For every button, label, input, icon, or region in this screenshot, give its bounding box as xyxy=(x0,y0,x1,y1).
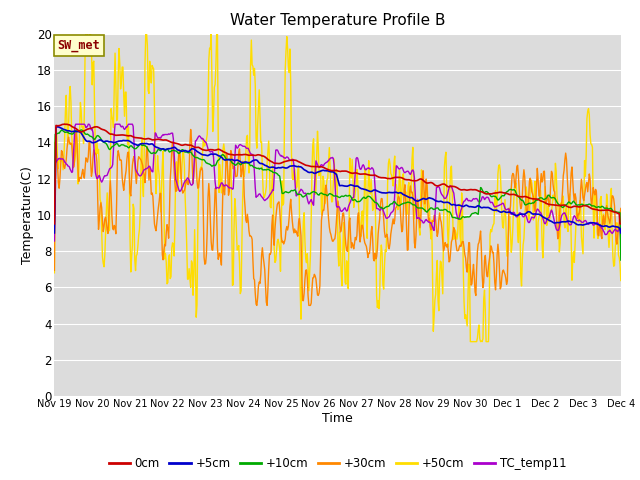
TC_temp11 xyxy=(61,159,68,165)
+50cm xyxy=(177,176,185,182)
+10cm xyxy=(77,127,85,133)
0cm xyxy=(51,221,58,227)
TC_temp11 xyxy=(51,238,58,244)
Line: +10cm: +10cm xyxy=(54,130,621,260)
+30cm xyxy=(61,166,68,171)
+50cm xyxy=(51,270,58,276)
+30cm xyxy=(425,218,433,224)
TC_temp11 xyxy=(72,121,79,127)
+10cm xyxy=(61,129,68,135)
+5cm xyxy=(177,148,185,154)
+10cm xyxy=(617,257,625,263)
+30cm xyxy=(119,182,127,188)
+30cm xyxy=(187,127,195,132)
Line: TC_temp11: TC_temp11 xyxy=(54,124,621,242)
+10cm xyxy=(207,163,215,168)
Y-axis label: Temperature(C): Temperature(C) xyxy=(21,166,34,264)
+5cm xyxy=(61,127,69,133)
TC_temp11 xyxy=(408,170,415,176)
+5cm xyxy=(617,230,625,236)
+50cm xyxy=(61,134,68,140)
Legend: 0cm, +5cm, +10cm, +30cm, +50cm, TC_temp11: 0cm, +5cm, +10cm, +30cm, +50cm, TC_temp1… xyxy=(104,453,571,475)
+50cm xyxy=(408,180,415,186)
+10cm xyxy=(408,201,415,206)
+50cm xyxy=(467,339,474,345)
Line: +30cm: +30cm xyxy=(54,130,621,305)
+10cm xyxy=(51,218,58,224)
0cm xyxy=(177,142,185,148)
Line: +5cm: +5cm xyxy=(54,127,621,233)
+5cm xyxy=(54,124,61,130)
+50cm xyxy=(120,92,127,97)
+30cm xyxy=(408,189,416,195)
+50cm xyxy=(82,31,90,36)
+5cm xyxy=(207,151,215,157)
+10cm xyxy=(120,142,127,148)
Line: 0cm: 0cm xyxy=(54,124,621,224)
TC_temp11 xyxy=(617,239,625,245)
Text: SW_met: SW_met xyxy=(57,39,100,52)
+5cm xyxy=(424,195,431,201)
+5cm xyxy=(408,195,415,201)
+10cm xyxy=(177,148,185,154)
TC_temp11 xyxy=(207,149,215,155)
+10cm xyxy=(424,208,431,214)
X-axis label: Time: Time xyxy=(322,411,353,424)
TC_temp11 xyxy=(424,218,431,224)
+5cm xyxy=(51,230,58,236)
+50cm xyxy=(617,277,625,283)
+50cm xyxy=(424,194,431,200)
+30cm xyxy=(51,267,58,273)
Title: Water Temperature Profile B: Water Temperature Profile B xyxy=(230,13,445,28)
+30cm xyxy=(617,205,625,211)
+30cm xyxy=(177,159,184,165)
+50cm xyxy=(207,31,215,36)
0cm xyxy=(424,180,431,186)
0cm xyxy=(408,178,415,183)
+5cm xyxy=(120,138,127,144)
0cm xyxy=(61,121,69,127)
Line: +50cm: +50cm xyxy=(54,34,621,342)
TC_temp11 xyxy=(120,126,127,132)
0cm xyxy=(617,221,625,227)
+30cm xyxy=(253,302,260,308)
0cm xyxy=(61,121,68,127)
0cm xyxy=(207,147,215,153)
+30cm xyxy=(207,239,215,245)
TC_temp11 xyxy=(177,187,185,192)
0cm xyxy=(120,132,127,138)
